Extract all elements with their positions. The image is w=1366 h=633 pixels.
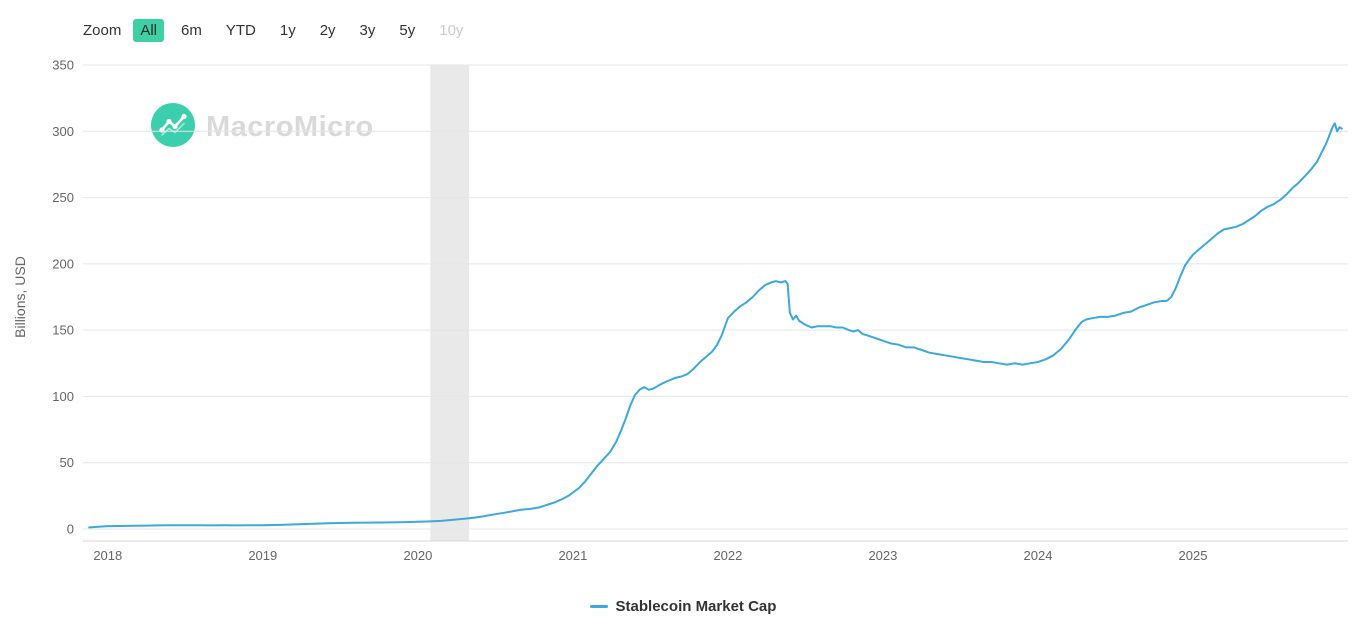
x-tick-label: 2022: [713, 548, 742, 563]
y-tick-label: 200: [52, 256, 74, 271]
y-tick-label: 350: [52, 58, 74, 73]
y-tick-label: 150: [52, 323, 74, 338]
watermark-brand-text: MacroMicro: [206, 111, 374, 143]
x-tick-label: 2019: [248, 548, 277, 563]
x-tick-label: 2018: [93, 548, 122, 563]
chart-plot-area[interactable]: 0 50 100 150 200 250 300 350 2018 2019 2020 2021 202…: [0, 0, 1366, 590]
zoom-button-all[interactable]: All: [133, 19, 165, 42]
legend-line-swatch: [589, 605, 608, 608]
y-tick-label: 100: [52, 389, 74, 404]
zoom-button-ytd[interactable]: YTD: [219, 19, 263, 42]
zoom-toolbar: Zoom All 6m YTD 1y 2y 3y 5y 10y: [83, 19, 470, 42]
x-tick-label: 2025: [1179, 548, 1208, 563]
x-tick-label: 2021: [558, 548, 587, 563]
y-tick-label: 300: [52, 124, 74, 139]
y-tick-label: 250: [52, 190, 74, 205]
x-tick-label: 2023: [868, 548, 897, 563]
watermark: MacroMicro: [150, 102, 374, 153]
zoom-button-6m[interactable]: 6m: [174, 19, 209, 42]
y-tick-label: 50: [60, 455, 74, 470]
zoom-button-2y[interactable]: 2y: [313, 19, 343, 42]
y-tick-label: 0: [67, 522, 74, 537]
zoom-button-5y[interactable]: 5y: [392, 19, 422, 42]
zoom-button-10y: 10y: [432, 19, 470, 42]
legend-item-stablecoin-market-cap[interactable]: Stablecoin Market Cap: [0, 598, 1366, 615]
legend-label: Stablecoin Market Cap: [615, 598, 777, 615]
series-line: [88, 122, 1343, 529]
zoom-label: Zoom: [83, 22, 122, 39]
x-tick-label: 2024: [1024, 548, 1053, 563]
recession-band: [430, 65, 470, 541]
x-tick-label: 2020: [403, 548, 432, 563]
zoom-button-1y[interactable]: 1y: [273, 19, 303, 42]
zoom-button-3y[interactable]: 3y: [353, 19, 383, 42]
